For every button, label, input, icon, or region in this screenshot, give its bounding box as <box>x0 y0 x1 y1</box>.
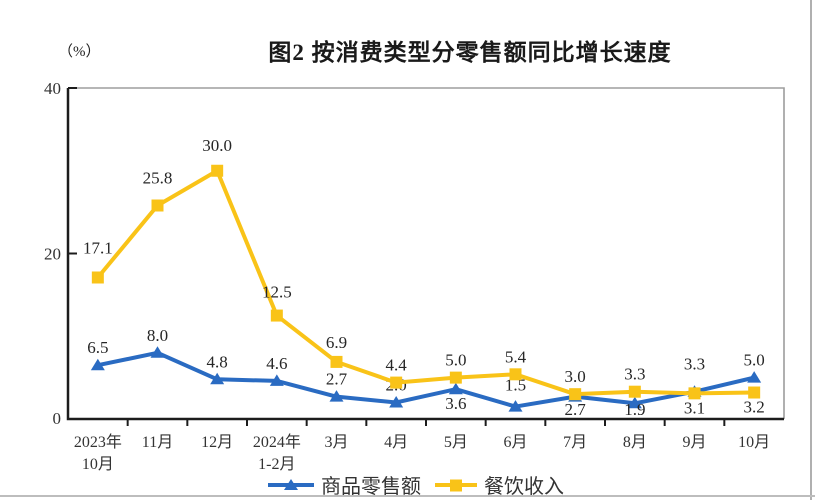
series-1-data-label: 30.0 <box>202 136 232 155</box>
series-0-data-label: 4.6 <box>266 354 287 373</box>
series-0-data-label: 5.0 <box>744 351 765 370</box>
series-0-data-label: 1.5 <box>505 376 526 395</box>
series-1-data-label: 3.3 <box>624 365 645 384</box>
series-0-marker <box>747 371 762 383</box>
series-1-marker <box>91 271 104 284</box>
x-axis-category-label: 2024年 <box>253 433 301 451</box>
x-axis-category-label: 5月 <box>444 434 468 451</box>
chart-legend: 商品零售额 餐饮收入 <box>268 470 564 499</box>
y-axis-tick-label: 40 <box>44 79 61 98</box>
series-0-marker <box>448 382 463 395</box>
page-bottom-divider <box>0 495 815 497</box>
x-axis-category-label: 11月 <box>142 434 173 451</box>
series-0-marker <box>389 395 404 408</box>
x-axis-category-label: 10月 <box>738 434 770 451</box>
x-axis-category-label: 7月 <box>563 434 587 451</box>
x-axis-category-label: 12月 <box>201 434 233 451</box>
y-axis-tick-label: 0 <box>53 409 62 428</box>
y-axis-unit-label: （%） <box>58 44 101 60</box>
series-0-marker <box>627 396 642 409</box>
series-1-data-label: 12.5 <box>262 283 292 302</box>
series-1-data-label: 4.4 <box>386 356 408 375</box>
plot-border <box>68 87 785 419</box>
series-1-marker <box>509 368 522 381</box>
series-1-data-label: 6.9 <box>326 333 347 352</box>
catering-series-swatch-icon <box>435 478 477 492</box>
series-0-marker <box>210 372 225 385</box>
series-1-data-label: 25.8 <box>143 169 173 188</box>
series-1-marker <box>151 199 164 212</box>
legend-label-catering: 餐饮收入 <box>484 476 564 498</box>
series-1-marker <box>569 388 582 401</box>
series-1-data-label: 3.1 <box>684 398 705 417</box>
x-axis-category-label: 8月 <box>623 434 647 451</box>
x-axis-category-label: 2023年 <box>74 433 122 451</box>
legend-item-catering: 餐饮收入 <box>435 470 564 499</box>
series-1-data-label: 5.4 <box>505 347 527 366</box>
series-1-marker <box>270 309 283 322</box>
series-1-data-label: 5.0 <box>445 351 466 370</box>
series-0-data-label: 3.3 <box>684 355 705 374</box>
series-0-data-label: 2.7 <box>565 400 587 419</box>
series-1-marker <box>449 371 462 384</box>
goods-series-swatch-icon <box>268 478 314 492</box>
x-axis-category-label: 3月 <box>324 434 348 451</box>
series-0-data-label: 4.8 <box>207 352 228 371</box>
series-0-marker <box>269 374 284 386</box>
x-axis-category-label: 10月 <box>82 456 114 473</box>
series-1-marker <box>748 386 761 399</box>
series-1-marker <box>211 164 224 177</box>
x-axis-category-label: 9月 <box>682 434 706 451</box>
x-axis-category-label: 6月 <box>503 434 527 451</box>
series-0-data-label: 8.0 <box>147 326 168 345</box>
legend-label-goods: 商品零售额 <box>321 476 421 498</box>
x-axis-category-label: 1-2月 <box>258 456 295 473</box>
series-0-marker <box>329 390 344 402</box>
series-1-marker <box>688 387 701 400</box>
series-1-data-label: 3.0 <box>565 367 586 386</box>
series-1-marker <box>628 385 641 398</box>
series-0-marker <box>150 346 165 358</box>
series-0-marker <box>508 400 523 412</box>
chart-title: 图2 按消费类型分零售额同比增长速度 <box>268 40 672 65</box>
x-axis-category-label: 4月 <box>384 434 408 451</box>
legend-item-goods: 商品零售额 <box>268 470 421 499</box>
series-0-data-label: 3.6 <box>445 394 466 413</box>
series-0-data-label: 2.7 <box>326 370 348 389</box>
series-1-data-label: 3.2 <box>744 398 765 417</box>
y-axis-tick-label: 20 <box>44 245 61 264</box>
axis-lines <box>66 88 784 421</box>
page-right-divider <box>810 0 812 500</box>
series-1-marker <box>330 355 343 368</box>
series-1-marker <box>390 376 403 389</box>
series-1-line <box>95 168 757 397</box>
series-1-data-label: 17.1 <box>83 238 113 257</box>
series-0-data-label: 6.5 <box>87 338 108 357</box>
series-0-data-label: 1.9 <box>624 400 645 419</box>
series-0-marker <box>90 358 105 371</box>
series-0-line <box>95 350 757 409</box>
